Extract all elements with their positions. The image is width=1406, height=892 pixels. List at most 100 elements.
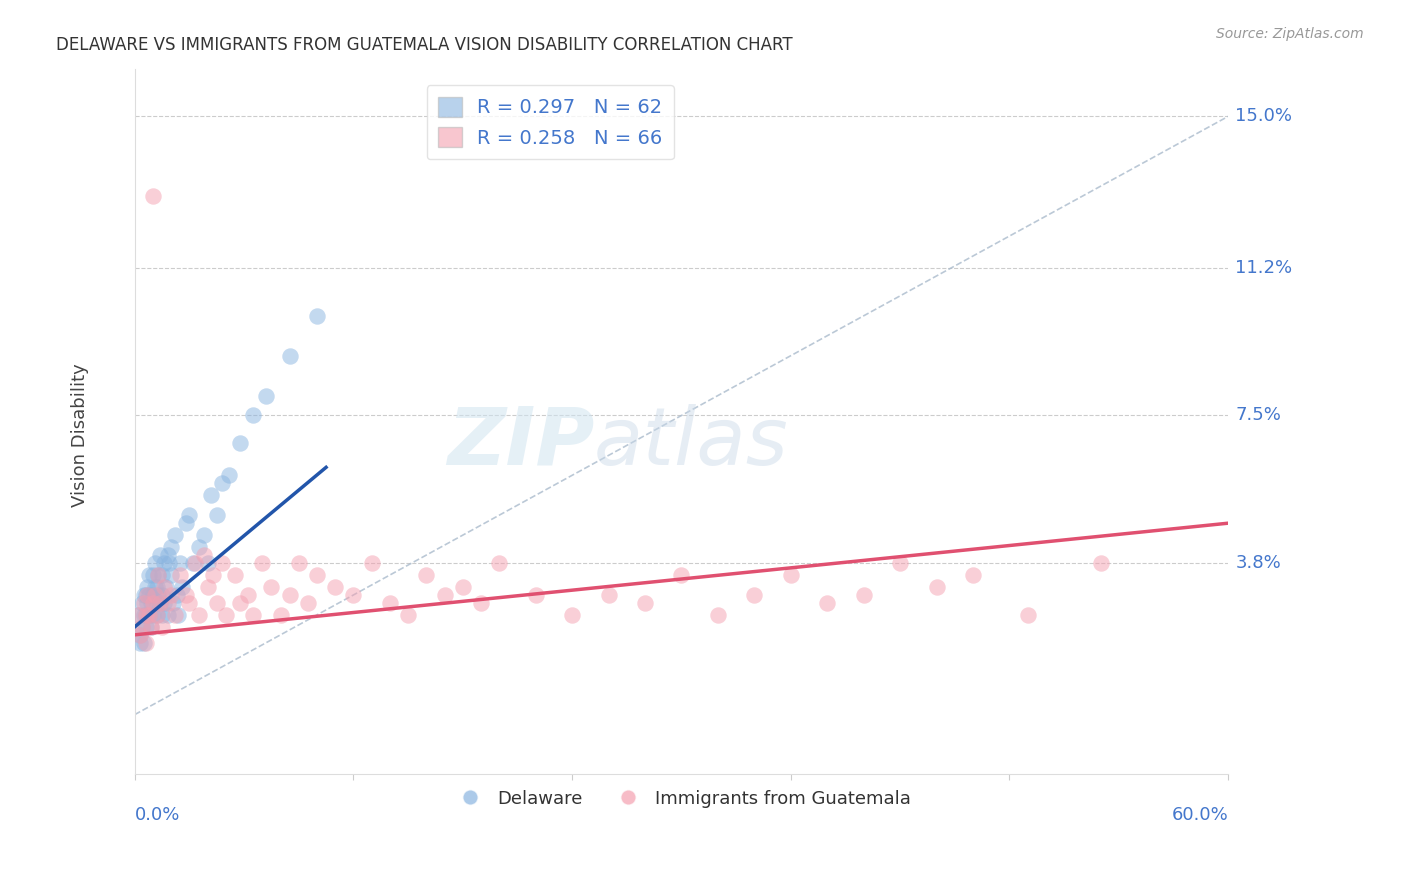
Point	[815, 596, 838, 610]
Point	[184, 556, 207, 570]
Point	[135, 607, 157, 622]
Point	[598, 588, 620, 602]
Point	[179, 508, 201, 523]
Point	[142, 607, 165, 622]
Point	[143, 588, 166, 602]
Point	[305, 568, 328, 582]
Point	[139, 596, 162, 610]
Point	[181, 556, 204, 570]
Point	[169, 568, 191, 582]
Point	[166, 588, 188, 602]
Point	[129, 628, 152, 642]
Point	[1090, 556, 1112, 570]
Text: DELAWARE VS IMMIGRANTS FROM GUATEMALA VISION DISABILITY CORRELATION CHART: DELAWARE VS IMMIGRANTS FROM GUATEMALA VI…	[56, 36, 793, 54]
Point	[779, 568, 801, 582]
Point	[156, 548, 179, 562]
Point	[236, 588, 259, 602]
Point	[229, 436, 252, 450]
Point	[360, 556, 382, 570]
Point	[205, 596, 228, 610]
Point	[433, 588, 456, 602]
Point	[218, 468, 240, 483]
Point	[162, 596, 184, 610]
Point	[561, 607, 583, 622]
Point	[142, 596, 165, 610]
Point	[135, 636, 157, 650]
Text: 11.2%: 11.2%	[1236, 259, 1292, 277]
Point	[132, 596, 155, 610]
Point	[167, 607, 190, 622]
Point	[169, 556, 191, 570]
Point	[323, 580, 346, 594]
Point	[451, 580, 474, 594]
Text: Vision Disability: Vision Disability	[72, 364, 89, 508]
Point	[278, 349, 301, 363]
Point	[156, 596, 179, 610]
Point	[252, 556, 274, 570]
Point	[297, 596, 319, 610]
Point	[260, 580, 283, 594]
Text: atlas: atlas	[593, 404, 789, 482]
Point	[145, 596, 167, 610]
Point	[153, 580, 176, 594]
Point	[138, 607, 160, 622]
Point	[524, 588, 547, 602]
Point	[193, 528, 215, 542]
Text: 0.0%: 0.0%	[135, 806, 180, 824]
Point	[135, 588, 157, 602]
Point	[142, 568, 165, 582]
Point	[145, 607, 167, 622]
Point	[197, 556, 219, 570]
Legend: Delaware, Immigrants from Guatemala: Delaware, Immigrants from Guatemala	[444, 782, 918, 814]
Point	[138, 568, 160, 582]
Point	[229, 596, 252, 610]
Point	[139, 620, 162, 634]
Point	[136, 596, 159, 610]
Point	[131, 620, 153, 634]
Point	[242, 409, 264, 423]
Point	[200, 488, 222, 502]
Point	[131, 620, 153, 634]
Point	[378, 596, 401, 610]
Point	[157, 556, 180, 570]
Text: 15.0%: 15.0%	[1236, 107, 1292, 126]
Point	[150, 607, 173, 622]
Point	[150, 620, 173, 634]
Text: ZIP: ZIP	[447, 404, 593, 482]
Point	[148, 568, 170, 582]
Point	[1017, 607, 1039, 622]
Text: 7.5%: 7.5%	[1236, 407, 1281, 425]
Point	[193, 548, 215, 562]
Point	[925, 580, 948, 594]
Point	[254, 388, 277, 402]
Point	[488, 556, 510, 570]
Point	[172, 580, 194, 594]
Point	[179, 596, 201, 610]
Point	[242, 607, 264, 622]
Point	[174, 588, 197, 602]
Point	[153, 596, 176, 610]
Point	[138, 588, 160, 602]
Point	[202, 568, 225, 582]
Point	[187, 607, 209, 622]
Point	[132, 607, 155, 622]
Point	[135, 607, 157, 622]
Point	[163, 528, 186, 542]
Point	[163, 607, 186, 622]
Point	[671, 568, 693, 582]
Point	[160, 588, 183, 602]
Point	[287, 556, 309, 570]
Point	[127, 607, 149, 622]
Point	[160, 540, 183, 554]
Point	[135, 620, 157, 634]
Point	[150, 588, 173, 602]
Point	[153, 556, 176, 570]
Point	[215, 607, 238, 622]
Point	[143, 556, 166, 570]
Point	[150, 568, 173, 582]
Point	[131, 596, 153, 610]
Point	[470, 596, 492, 610]
Point	[148, 568, 170, 582]
Point	[744, 588, 766, 602]
Point	[305, 309, 328, 323]
